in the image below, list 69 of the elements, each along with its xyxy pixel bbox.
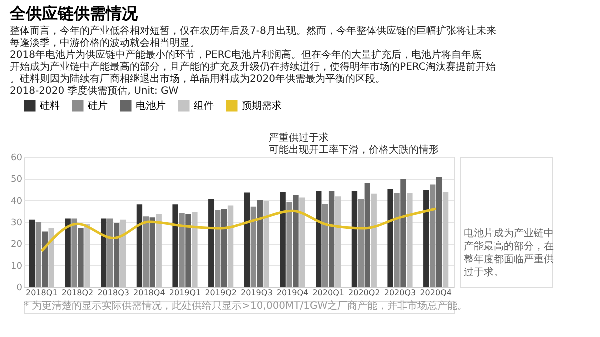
bar [208, 199, 214, 287]
bar [42, 232, 48, 287]
bar [424, 190, 430, 287]
y-tick-label: 50 [11, 175, 23, 186]
legend-label: 硅片 [87, 100, 108, 112]
line-series [40, 208, 438, 252]
bar [293, 195, 299, 287]
bar [352, 191, 358, 287]
bar [388, 189, 394, 287]
bar [430, 184, 436, 287]
bar [328, 191, 335, 287]
bar [108, 218, 114, 287]
y-tick-label: 20 [11, 240, 23, 250]
x-tick-label: 2018Q1 [26, 288, 58, 298]
text: 电池片成为产业链中产能最高的部分，在整年度都面临严重供过于求。 [464, 228, 554, 278]
legend-label: 预期需求 [242, 100, 282, 112]
text: 整体而言，今年的产业低谷相对短暂，仅在农历年后及7-8月出现。然而，今年整体供应链的巨幅扩张将让未来每逢淡季，中游价格的波动就会相当明显。 [10, 25, 496, 49]
text: 严重供过于求 [269, 132, 330, 144]
bar [101, 218, 107, 287]
x-tick-label: 2019Q3 [241, 288, 273, 298]
x-tick-label: 2019Q4 [276, 288, 309, 298]
bar [136, 204, 143, 287]
chart-title: 全供应链供需情况 [9, 4, 140, 23]
bar [364, 183, 370, 287]
legend-label: 电池片 [136, 100, 166, 112]
legend-label: 硅料 [39, 100, 60, 112]
text: 可能出现开工率下滑，价格大跌的情形 [269, 144, 440, 156]
legend-label: 组件 [194, 100, 214, 112]
text: 2018年电池片为供应链中产能最小的环节，PERC电池片利润高。但在今年的大量扩充后，电池片将自年底开始成为产业链中产能最高的部分，且产能的扩充及升级仍在持续进行，使得明年市场的PERC淘汰赛提前开始。硅料则因为陆续有厂商相继退出市场，单晶用料成为2020年供需最为平衡的区段。 [10, 49, 496, 85]
x-tick-label: 2018Q4 [134, 288, 166, 298]
bar [322, 204, 328, 287]
bar [400, 180, 406, 287]
bar [179, 213, 185, 287]
y-tick-label: 30 [11, 218, 23, 228]
bar [29, 220, 36, 287]
bar [186, 214, 192, 287]
bar [436, 177, 442, 287]
x-tick-label: 2019Q2 [205, 288, 237, 298]
bar [150, 218, 156, 287]
bar [36, 222, 42, 287]
y-tick-label: 0 [16, 284, 23, 294]
y-tick-label: 10 [11, 262, 23, 272]
x-tick-label: 2020Q2 [348, 288, 380, 298]
x-tick-label: 2020Q3 [384, 288, 416, 298]
x-tick-label: 2019Q1 [169, 288, 202, 298]
text: * 为更清楚的显示实际供需情况，此处供给只显示>10,000MT/1GW之厂商产能，并非市场总产能。 [24, 300, 468, 312]
bar [65, 218, 71, 287]
x-tick-label: 2020Q1 [312, 288, 344, 298]
x-tick-label: 2018Q2 [62, 288, 94, 298]
bar [244, 192, 250, 287]
bar [78, 228, 84, 287]
bar [215, 210, 221, 287]
bar [143, 216, 150, 287]
bar [394, 193, 400, 287]
bar [316, 191, 322, 287]
bar [286, 202, 292, 287]
bar [172, 204, 178, 287]
x-tick-label: 2020Q4 [420, 288, 452, 298]
bar [221, 209, 228, 287]
bar [114, 223, 120, 287]
bar [358, 199, 364, 287]
bar [257, 200, 263, 287]
bar [72, 218, 78, 287]
y-tick-label: 60 [11, 154, 23, 164]
y-tick-label: 40 [11, 196, 23, 207]
bar [280, 192, 286, 287]
chart-subtitle: 2018-2020 季度供需预估, Unit: GW [10, 85, 179, 97]
bar [250, 206, 257, 287]
x-tick-label: 2018Q3 [98, 288, 130, 298]
